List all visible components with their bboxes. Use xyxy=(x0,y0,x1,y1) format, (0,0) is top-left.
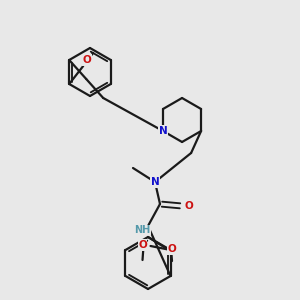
Text: O: O xyxy=(168,244,176,254)
Text: O: O xyxy=(184,201,194,211)
Text: O: O xyxy=(83,55,92,65)
Text: N: N xyxy=(151,177,159,187)
Text: N: N xyxy=(159,126,167,136)
Text: O: O xyxy=(138,240,147,250)
Text: NH: NH xyxy=(134,225,150,235)
